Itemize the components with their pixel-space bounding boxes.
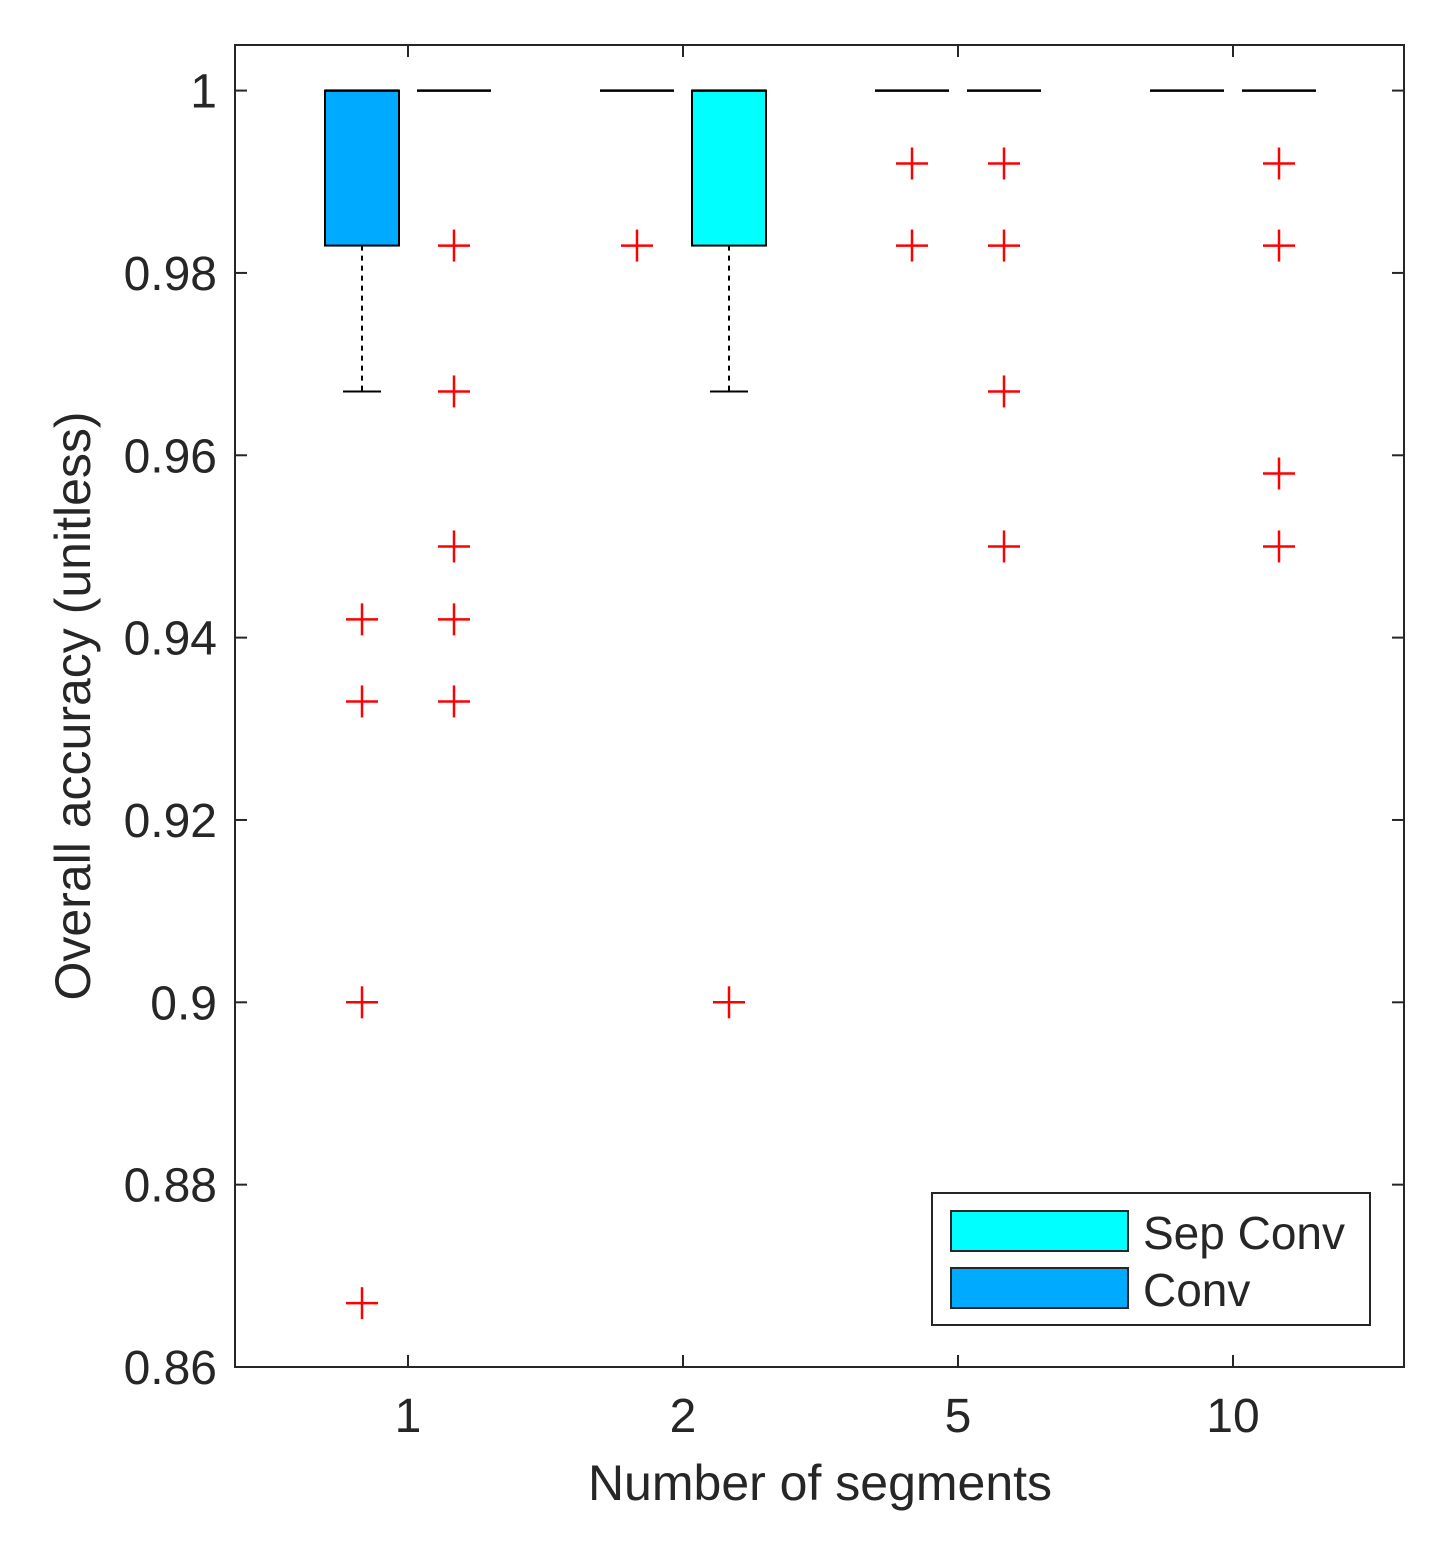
box-iqr bbox=[691, 89, 767, 247]
box-group-sep-conv-2 bbox=[691, 89, 767, 1019]
outlier-marker bbox=[713, 986, 745, 1019]
legend-swatch-conv bbox=[950, 1267, 1129, 1309]
outlier-marker bbox=[438, 603, 470, 636]
y-tick-label: 0.88 bbox=[124, 1160, 217, 1213]
outlier-marker bbox=[346, 685, 378, 718]
outlier-marker bbox=[438, 375, 470, 408]
outlier-marker bbox=[438, 229, 470, 262]
box-iqr bbox=[324, 89, 400, 247]
outlier-marker bbox=[988, 530, 1020, 563]
x-tick-label: 1 bbox=[395, 1390, 422, 1443]
box-group-sep-conv-1 bbox=[417, 89, 491, 718]
y-tick-label: 0.96 bbox=[124, 430, 217, 483]
x-tick-label: 10 bbox=[1206, 1390, 1259, 1443]
outlier-marker bbox=[621, 229, 653, 262]
outlier-marker bbox=[1263, 229, 1295, 262]
outlier-marker bbox=[1263, 147, 1295, 180]
y-tick-label: 0.98 bbox=[124, 248, 217, 301]
box-group-sep-conv-10 bbox=[1242, 89, 1316, 563]
outlier-marker bbox=[988, 229, 1020, 262]
outlier-marker bbox=[988, 375, 1020, 408]
outlier-marker bbox=[438, 530, 470, 563]
box-group-conv-1 bbox=[324, 89, 400, 1320]
x-tick-label: 2 bbox=[670, 1390, 697, 1443]
outlier-marker bbox=[438, 685, 470, 718]
outlier-marker bbox=[896, 147, 928, 180]
outlier-marker bbox=[1263, 530, 1295, 563]
legend-label-sep-conv: Sep Conv bbox=[1143, 1207, 1345, 1259]
x-tick-label: 5 bbox=[945, 1390, 972, 1443]
box-group-conv-5 bbox=[875, 89, 949, 262]
legend-swatch-sep-conv bbox=[950, 1210, 1129, 1252]
y-tick-label: 0.92 bbox=[124, 795, 217, 848]
y-tick-label: 0.86 bbox=[124, 1342, 217, 1395]
y-axis-label: Overall accuracy (unitless) bbox=[45, 411, 101, 1000]
x-axis-label: Number of segments bbox=[588, 1455, 1052, 1511]
legend: Sep Conv Conv bbox=[931, 1192, 1371, 1326]
y-tick-label: 0.9 bbox=[150, 977, 217, 1030]
box-group-sep-conv-5 bbox=[967, 89, 1041, 563]
outlier-marker bbox=[896, 229, 928, 262]
plot-area-frame bbox=[234, 44, 1405, 1368]
y-tick-label: 1 bbox=[190, 66, 217, 119]
outlier-marker bbox=[346, 986, 378, 1019]
box-group-conv-2 bbox=[600, 89, 674, 262]
legend-label-conv: Conv bbox=[1143, 1264, 1250, 1316]
outlier-marker bbox=[988, 147, 1020, 180]
outlier-marker bbox=[346, 603, 378, 636]
outlier-marker bbox=[1263, 457, 1295, 490]
outlier-marker bbox=[346, 1287, 378, 1320]
y-tick-label: 0.94 bbox=[124, 613, 217, 666]
